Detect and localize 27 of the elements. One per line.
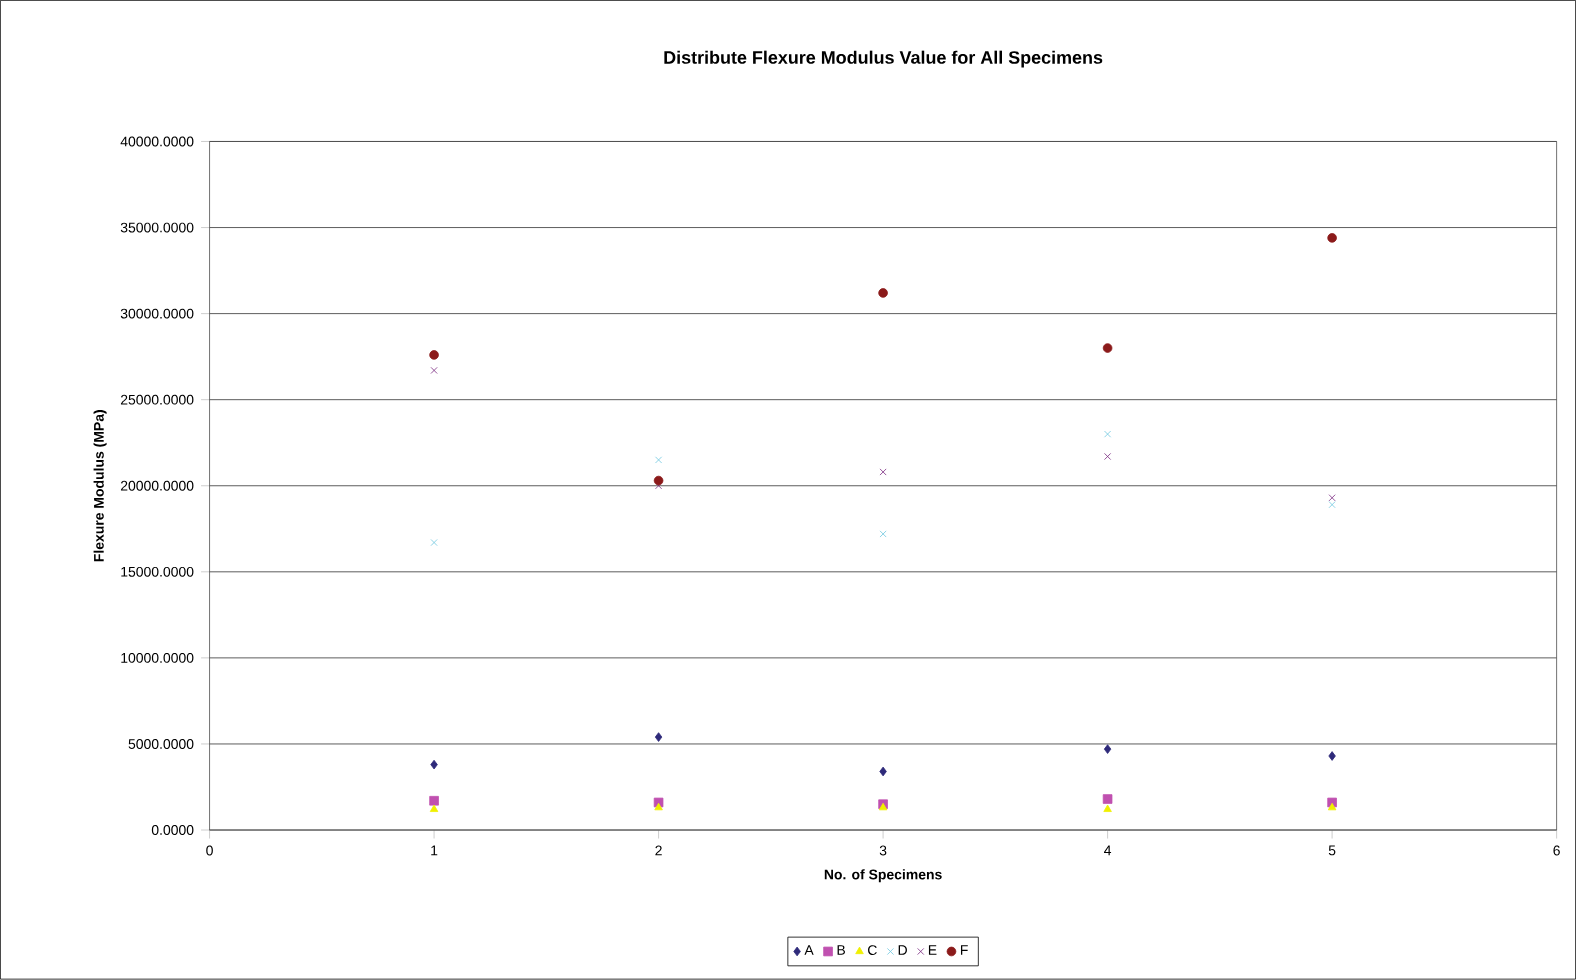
point	[879, 766, 887, 777]
point	[654, 803, 663, 811]
point	[430, 367, 438, 375]
point	[1327, 233, 1337, 243]
point	[655, 482, 663, 490]
point	[1328, 501, 1336, 509]
point	[1328, 494, 1336, 502]
point	[429, 350, 439, 360]
point	[1327, 803, 1337, 811]
point	[430, 760, 438, 770]
point	[1103, 804, 1112, 813]
point	[653, 476, 664, 486]
point	[1104, 453, 1112, 461]
point	[430, 539, 438, 547]
point	[429, 804, 439, 813]
point	[429, 796, 439, 806]
point	[1328, 751, 1336, 762]
point	[878, 288, 888, 298]
chart-title: Distribute Flexure Modulus Value for All Specimens	[664, 50, 1103, 68]
point	[654, 732, 663, 743]
point	[1102, 343, 1113, 354]
point	[879, 530, 887, 538]
point	[1103, 744, 1112, 755]
point	[879, 468, 887, 476]
point	[655, 456, 663, 464]
point	[1104, 430, 1112, 438]
point	[1102, 794, 1113, 805]
